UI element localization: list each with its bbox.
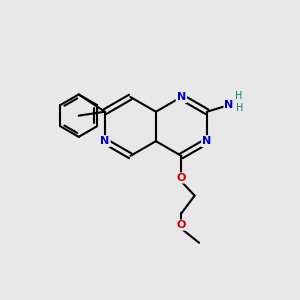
Text: N: N — [224, 100, 233, 110]
Text: O: O — [177, 220, 186, 230]
Text: H: H — [235, 91, 242, 101]
Text: O: O — [177, 173, 186, 183]
Text: N: N — [177, 92, 186, 102]
Text: N: N — [202, 136, 212, 146]
Text: N: N — [100, 136, 110, 146]
Text: H: H — [236, 103, 243, 113]
